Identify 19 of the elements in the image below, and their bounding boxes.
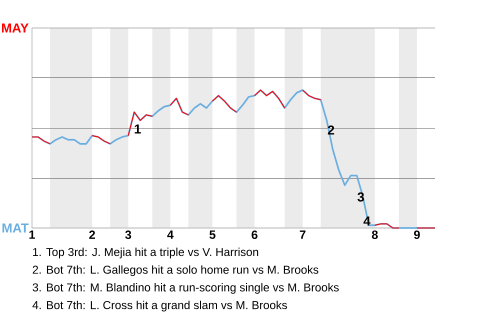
x-tick-label: 2 bbox=[89, 230, 95, 239]
ref-line-label: MAT bbox=[2, 224, 29, 232]
text: 4. Bot 7th: L. Cross hit a grand slam vs M. Brooks bbox=[32, 300, 287, 312]
x-tick-label: 9 bbox=[414, 230, 420, 240]
x-tick-label: 6 bbox=[252, 230, 258, 240]
x-tick-label: 8 bbox=[372, 230, 378, 240]
x-tick-label: 4 bbox=[167, 230, 174, 239]
text: 3. Bot 7th: M. Blandino hit a run-scoring single vs M. Brooks bbox=[32, 283, 339, 294]
annotation: 4 bbox=[363, 216, 370, 226]
x-tick-label: 3 bbox=[125, 230, 132, 240]
ref-line-label: MAY bbox=[2, 24, 29, 32]
text: 1. Top 3rd: J. Mejia hit a triple vs V. Harrison bbox=[33, 248, 258, 258]
annotation: 1 bbox=[134, 124, 141, 134]
text: 2. Bot 7th: L. Gallegos hit a solo home run vs M. Brooks bbox=[32, 265, 318, 276]
x-tick-label: 7 bbox=[300, 230, 306, 239]
annotation: 3 bbox=[358, 192, 364, 202]
annotation: 2 bbox=[328, 125, 334, 135]
x-tick-label: 1 bbox=[29, 230, 36, 239]
x-tick-label: 5 bbox=[209, 230, 216, 239]
